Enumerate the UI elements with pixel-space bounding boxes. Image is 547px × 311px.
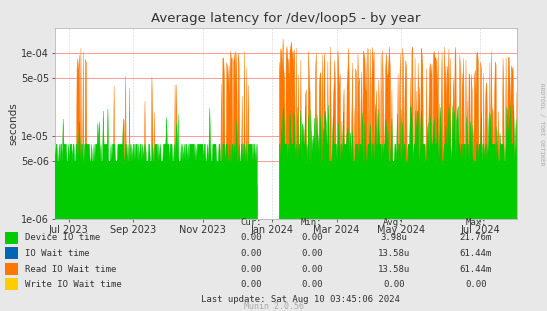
Text: 0.00: 0.00 — [241, 249, 263, 258]
Text: Write IO Wait time: Write IO Wait time — [25, 280, 121, 289]
Text: Cur:: Cur: — [241, 218, 263, 227]
Text: Last update: Sat Aug 10 03:45:06 2024: Last update: Sat Aug 10 03:45:06 2024 — [201, 295, 400, 304]
Title: Average latency for /dev/loop5 - by year: Average latency for /dev/loop5 - by year — [151, 12, 421, 26]
Text: Avg:: Avg: — [383, 218, 405, 227]
Text: 0.00: 0.00 — [301, 265, 323, 273]
Text: 0.00: 0.00 — [301, 234, 323, 242]
Text: IO Wait time: IO Wait time — [25, 249, 89, 258]
Text: 0.00: 0.00 — [241, 280, 263, 289]
Text: 61.44m: 61.44m — [460, 249, 492, 258]
Text: 0.00: 0.00 — [465, 280, 487, 289]
Text: 21.76m: 21.76m — [460, 234, 492, 242]
Text: Munin 2.0.56: Munin 2.0.56 — [243, 302, 304, 311]
Text: 13.58u: 13.58u — [378, 265, 410, 273]
Text: Device IO time: Device IO time — [25, 234, 100, 242]
Text: 13.58u: 13.58u — [378, 249, 410, 258]
Text: 0.00: 0.00 — [241, 234, 263, 242]
Text: 61.44m: 61.44m — [460, 265, 492, 273]
Text: 3.98u: 3.98u — [380, 234, 408, 242]
Text: Read IO Wait time: Read IO Wait time — [25, 265, 116, 273]
Text: 0.00: 0.00 — [241, 265, 263, 273]
Y-axis label: seconds: seconds — [8, 102, 18, 145]
Text: 0.00: 0.00 — [301, 249, 323, 258]
Text: 0.00: 0.00 — [383, 280, 405, 289]
Text: RRDTOOL / TOBI OETIKER: RRDTOOL / TOBI OETIKER — [539, 83, 544, 166]
Text: Max:: Max: — [465, 218, 487, 227]
Text: Min:: Min: — [301, 218, 323, 227]
Text: 0.00: 0.00 — [301, 280, 323, 289]
